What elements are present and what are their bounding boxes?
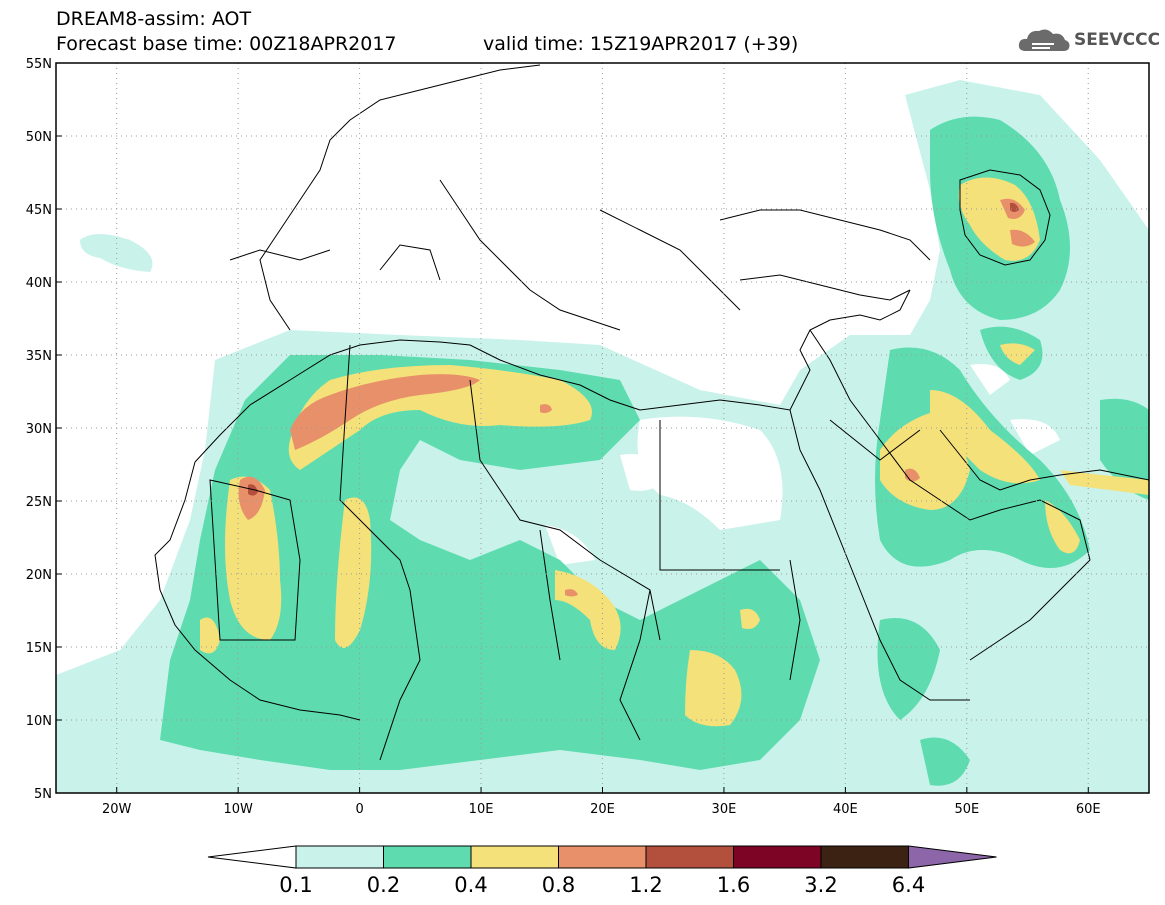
colorbar-label: 0.8 bbox=[542, 873, 575, 897]
lon-label: 40E bbox=[833, 802, 858, 817]
lat-label: 5N bbox=[34, 787, 52, 802]
seevccc-logo: SEEVCCC bbox=[1018, 26, 1160, 54]
lon-label: 60E bbox=[1076, 802, 1101, 817]
colorbar-segment bbox=[820, 845, 909, 869]
colorbar-label: 1.2 bbox=[629, 873, 662, 897]
colorbar: 0.1 0.2 0.4 0.8 1.2 1.6 3.2 6.4 bbox=[207, 845, 997, 897]
lon-label: 20W bbox=[102, 802, 132, 817]
colorbar-segment bbox=[645, 845, 734, 869]
lat-label: 55N bbox=[26, 57, 52, 72]
lat-label: 40N bbox=[26, 276, 52, 291]
lat-label: 50N bbox=[26, 130, 52, 145]
colorbar-label: 0.2 bbox=[367, 873, 400, 897]
lat-label: 45N bbox=[26, 203, 52, 218]
lat-label: 10N bbox=[26, 714, 52, 729]
latitude-labels: 55N 50N 45N 40N 35N 30N 25N 20N 15N 10N 5N bbox=[26, 57, 52, 802]
lon-label: 50E bbox=[954, 802, 979, 817]
aot-band-0.2 bbox=[160, 116, 1149, 786]
coastlines-and-borders bbox=[154, 64, 1149, 761]
colorbar-segment bbox=[470, 845, 559, 869]
colorbar-segments bbox=[207, 845, 997, 869]
colorbar-arrow-high bbox=[908, 845, 997, 869]
lat-label: 35N bbox=[26, 349, 52, 364]
lon-label: 0 bbox=[355, 802, 363, 817]
colorbar-label: 3.2 bbox=[804, 873, 837, 897]
lon-label: 10W bbox=[223, 802, 253, 817]
logo-text: SEEVCCC bbox=[1074, 30, 1161, 50]
lat-label: 30N bbox=[26, 422, 52, 437]
forecast-base-time: Forecast base time: 00Z18APR2017 bbox=[56, 33, 397, 55]
lat-label: 15N bbox=[26, 641, 52, 656]
colorbar-segment bbox=[295, 845, 384, 869]
map-grid bbox=[56, 63, 1149, 793]
lat-label: 20N bbox=[26, 568, 52, 583]
cloud-icon bbox=[1018, 29, 1070, 51]
colorbar-label: 6.4 bbox=[892, 873, 925, 897]
valid-time: valid time: 15Z19APR2017 (+39) bbox=[483, 33, 799, 55]
aot-field bbox=[56, 63, 1149, 793]
lon-label: 20E bbox=[590, 802, 615, 817]
axis-ticks bbox=[56, 62, 1089, 794]
map-title: DREAM8-assim: AOT bbox=[56, 8, 252, 30]
colorbar-segment bbox=[733, 845, 822, 869]
lon-label: 30E bbox=[712, 802, 737, 817]
colorbar-labels: 0.1 0.2 0.4 0.8 1.2 1.6 3.2 6.4 bbox=[279, 873, 925, 897]
colorbar-label: 0.4 bbox=[454, 873, 487, 897]
aot-clear-areas bbox=[545, 364, 1060, 565]
colorbar-segment bbox=[383, 845, 472, 869]
colorbar-label: 1.6 bbox=[717, 873, 750, 897]
longitude-labels: 20W 10W 0 10E 20E 30E 40E 50E 60E bbox=[102, 802, 1101, 817]
colorbar-arrow-low bbox=[207, 845, 297, 869]
lat-label: 25N bbox=[26, 495, 52, 510]
colorbar-label: 0.1 bbox=[279, 873, 312, 897]
lon-label: 10E bbox=[469, 802, 494, 817]
colorbar-segment bbox=[558, 845, 647, 869]
